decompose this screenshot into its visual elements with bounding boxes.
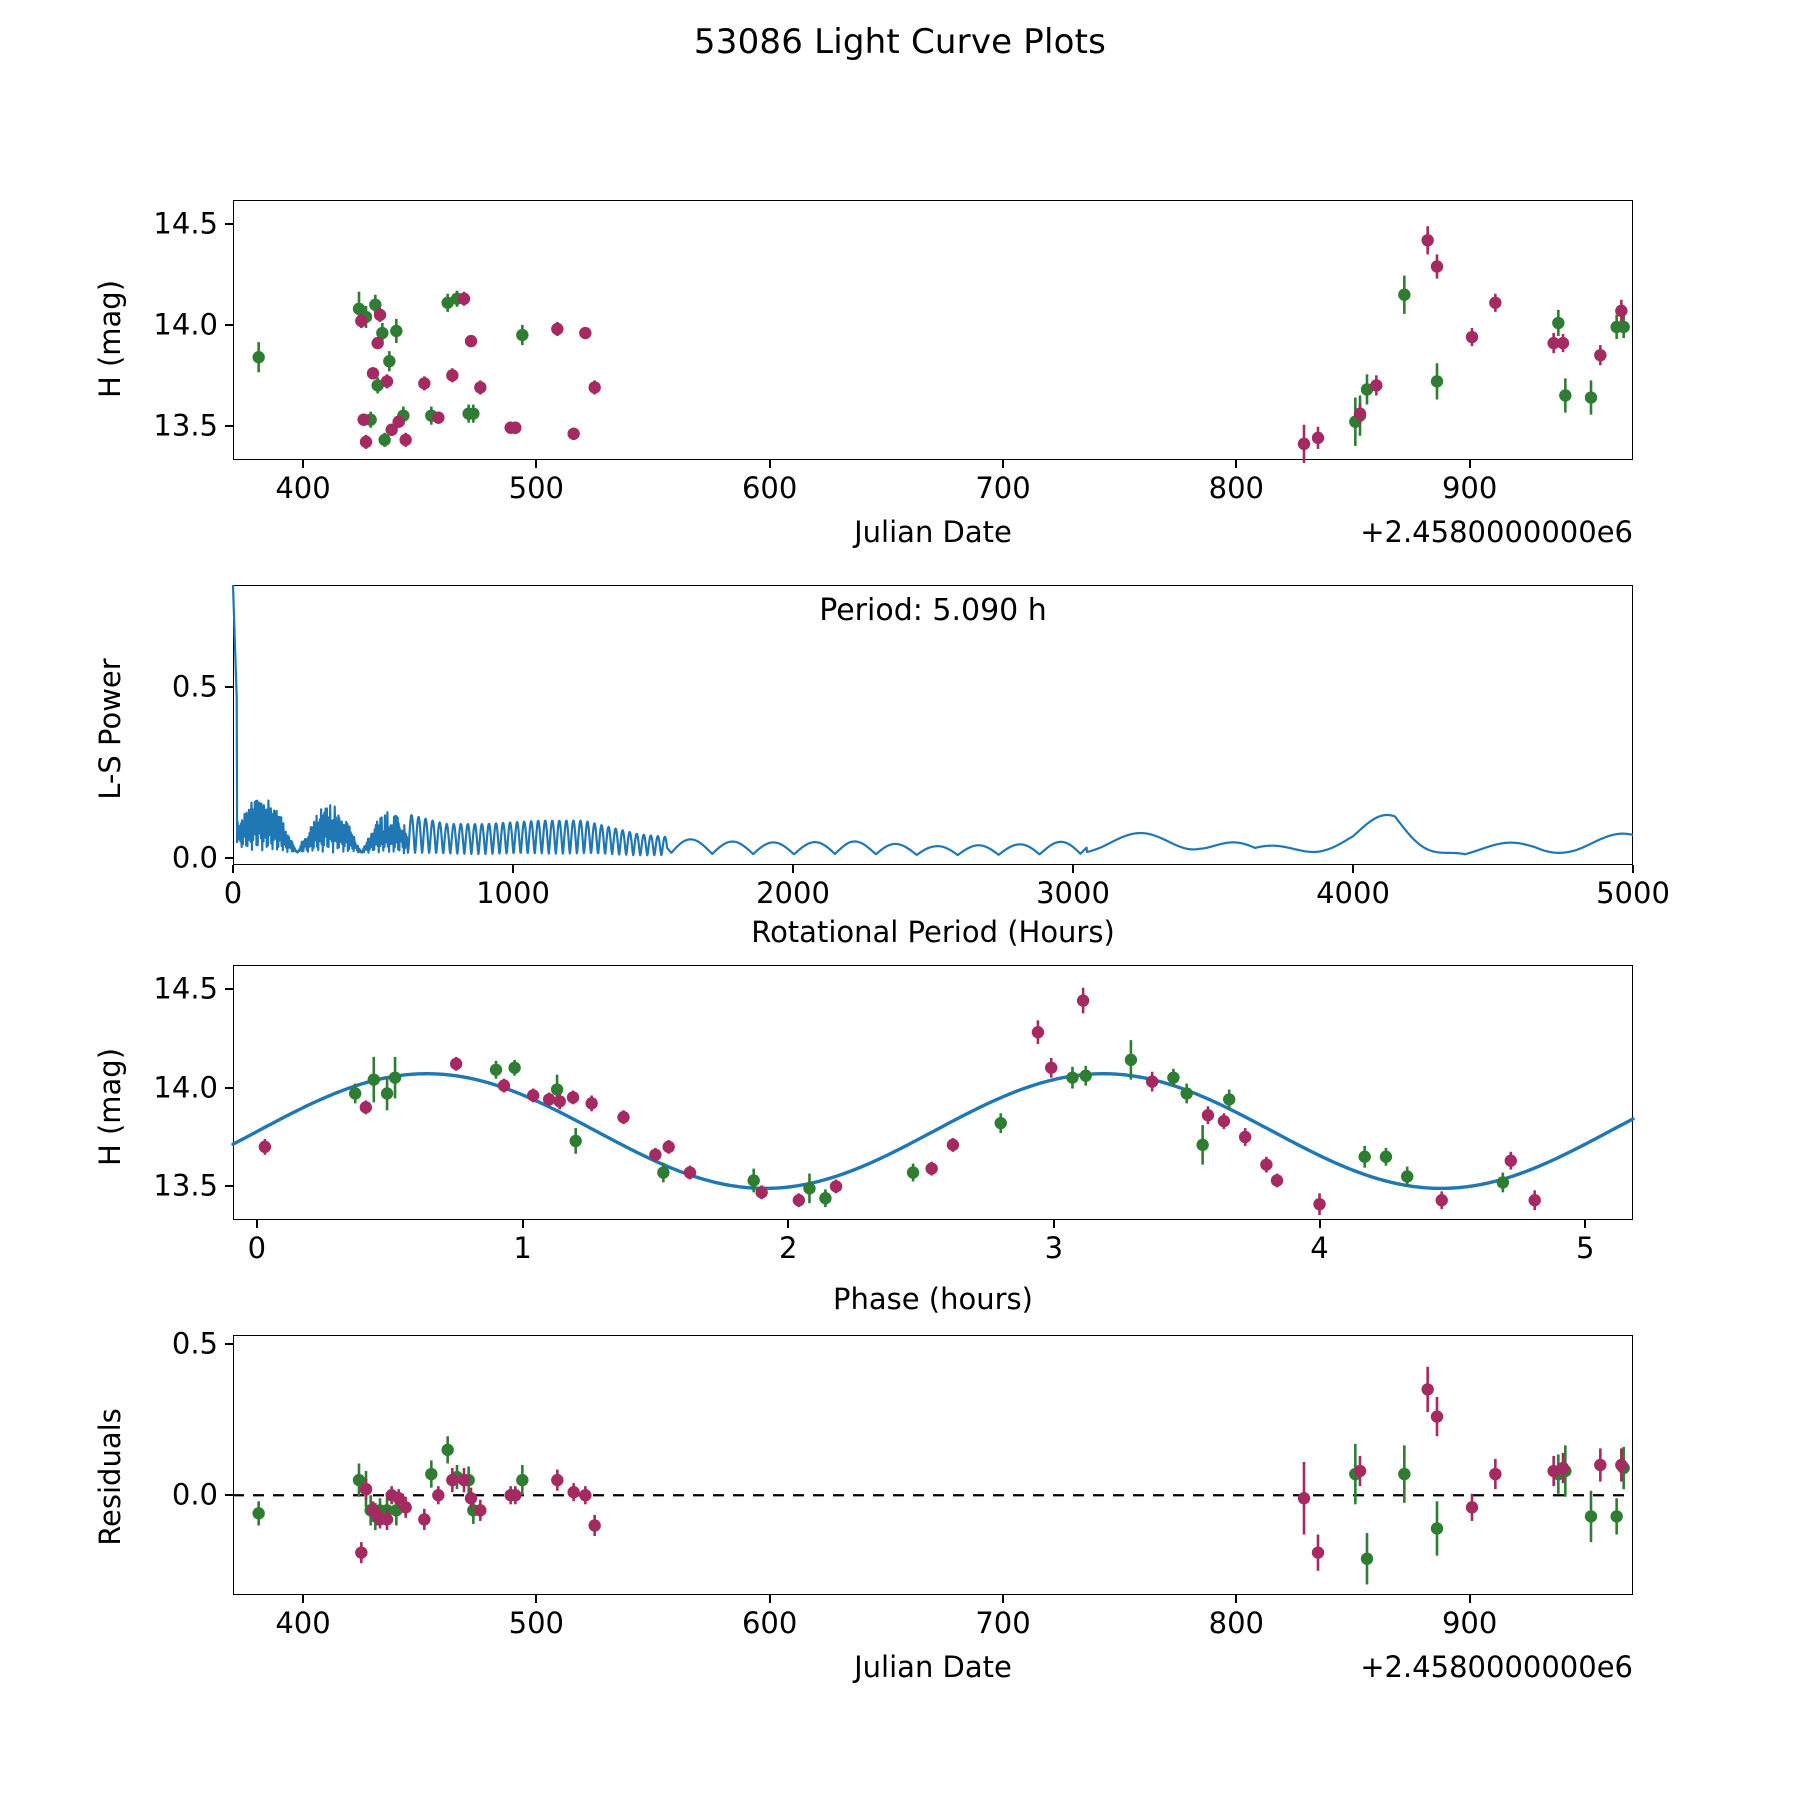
xtick-label-lightcurve-700: 700: [975, 471, 1031, 505]
axis-tick: [1468, 1595, 1471, 1603]
xtick-label-periodogram-4000: 4000: [1316, 876, 1390, 910]
axis-tick: [768, 460, 771, 468]
axis-tick: [255, 1220, 258, 1228]
xtick-label-periodogram-2000: 2000: [756, 876, 830, 910]
axis-tick: [225, 424, 233, 427]
axis-tick: [225, 1494, 233, 1497]
axis-tick: [1318, 1220, 1321, 1228]
axis-label-x-periodogram: Rotational Period (Hours): [751, 915, 1115, 949]
axis-tick: [1235, 460, 1238, 468]
axis-tick: [1052, 1220, 1055, 1228]
xtick-label-periodogram-0: 0: [223, 876, 243, 910]
axis-label-x-lightcurve: Julian Date: [854, 515, 1012, 549]
xtick-label-phase-folded-3: 3: [1044, 1231, 1064, 1265]
axis-tick: [1584, 1220, 1587, 1228]
page-title: 53086 Light Curve Plots: [693, 22, 1107, 62]
axis-tick: [1235, 1595, 1238, 1603]
xtick-label-residuals-900: 900: [1441, 1606, 1498, 1640]
xtick-label-lightcurve-500: 500: [508, 471, 565, 505]
ytick-label-lightcurve-14: 14.0: [153, 307, 218, 342]
axis-tick: [1072, 865, 1074, 873]
axis-tick: [1002, 1595, 1004, 1603]
xtick-label-lightcurve-400: 400: [275, 471, 331, 505]
period-annotation: Period: 5.090 h: [819, 593, 1047, 628]
axis-tick: [302, 460, 304, 468]
axis-tick: [225, 987, 233, 990]
axis-label-y-residuals: Residuals: [93, 1408, 127, 1546]
axis-tick: [225, 686, 233, 689]
ytick-label-lightcurve-13.5: 13.5: [153, 408, 218, 443]
series-magenta: [355, 226, 1628, 464]
xtick-label-periodogram-5000: 5000: [1596, 876, 1670, 910]
axis-tick: [768, 1595, 771, 1603]
xtick-label-phase-folded-0: 0: [247, 1231, 267, 1265]
axis-tick: [302, 1595, 304, 1603]
axis-tick: [535, 1595, 538, 1603]
axis-tick: [225, 223, 233, 226]
xtick-label-residuals-600: 600: [741, 1606, 798, 1640]
axis-tick: [232, 865, 234, 873]
lightcurve-plot-area: [252, 226, 1630, 464]
xtick-label-residuals-700: 700: [975, 1606, 1031, 1640]
axis-tick: [1352, 865, 1354, 873]
axis-tick: [1632, 865, 1634, 873]
ytick-label-lightcurve-14.5: 14.5: [153, 206, 218, 241]
ytick-label-phase-folded-14: 14.0: [153, 1070, 218, 1105]
ytick-label-residuals-0.5: 0.5: [171, 1326, 218, 1361]
axis-tick: [1002, 460, 1004, 468]
axis-tick: [225, 1086, 233, 1089]
axis-label-x-residuals: Julian Date: [854, 1650, 1012, 1684]
xtick-label-phase-folded-1: 1: [513, 1231, 532, 1265]
panel-lightcurve: H (mag) Julian Date +2.4580000000e6: [0, 0, 1800, 560]
ytick-label-phase-folded-13.5: 13.5: [153, 1168, 218, 1203]
xtick-label-phase-folded-2: 2: [778, 1231, 798, 1265]
xtick-label-residuals-800: 800: [1208, 1606, 1265, 1640]
axis-tick: [225, 323, 233, 326]
axis-tick: [535, 460, 538, 468]
axis-offset-lightcurve: +2.4580000000e6: [1360, 515, 1633, 549]
axis-tick: [521, 1220, 524, 1228]
axis-tick: [225, 857, 233, 860]
xtick-label-phase-folded-5: 5: [1575, 1231, 1595, 1265]
xtick-label-lightcurve-600: 600: [741, 471, 798, 505]
axis-tick: [1468, 460, 1471, 468]
xtick-label-periodogram-1000: 1000: [476, 876, 550, 910]
axis-tick: [225, 1185, 233, 1188]
xtick-label-lightcurve-800: 800: [1208, 471, 1265, 505]
axis-tick: [787, 1220, 790, 1228]
ytick-label-periodogram-0.5: 0.5: [171, 669, 218, 704]
xtick-label-periodogram-3000: 3000: [1036, 876, 1110, 910]
xtick-label-phase-folded-4: 4: [1310, 1231, 1329, 1265]
axis-label-x-phase: Phase (hours): [833, 1282, 1033, 1316]
axis-offset-residuals: +2.4580000000e6: [1360, 1650, 1633, 1684]
axis-tick: [225, 1343, 233, 1346]
axis-tick: [512, 865, 514, 873]
xtick-label-residuals-500: 500: [508, 1606, 565, 1640]
axis-tick: [792, 865, 794, 873]
ytick-label-periodogram-0: 0.0: [171, 840, 218, 875]
ytick-label-residuals-0: 0.0: [171, 1477, 218, 1512]
xtick-label-lightcurve-900: 900: [1441, 471, 1498, 505]
xtick-label-residuals-400: 400: [275, 1606, 331, 1640]
ytick-label-phase-folded-14.5: 14.5: [153, 971, 218, 1006]
